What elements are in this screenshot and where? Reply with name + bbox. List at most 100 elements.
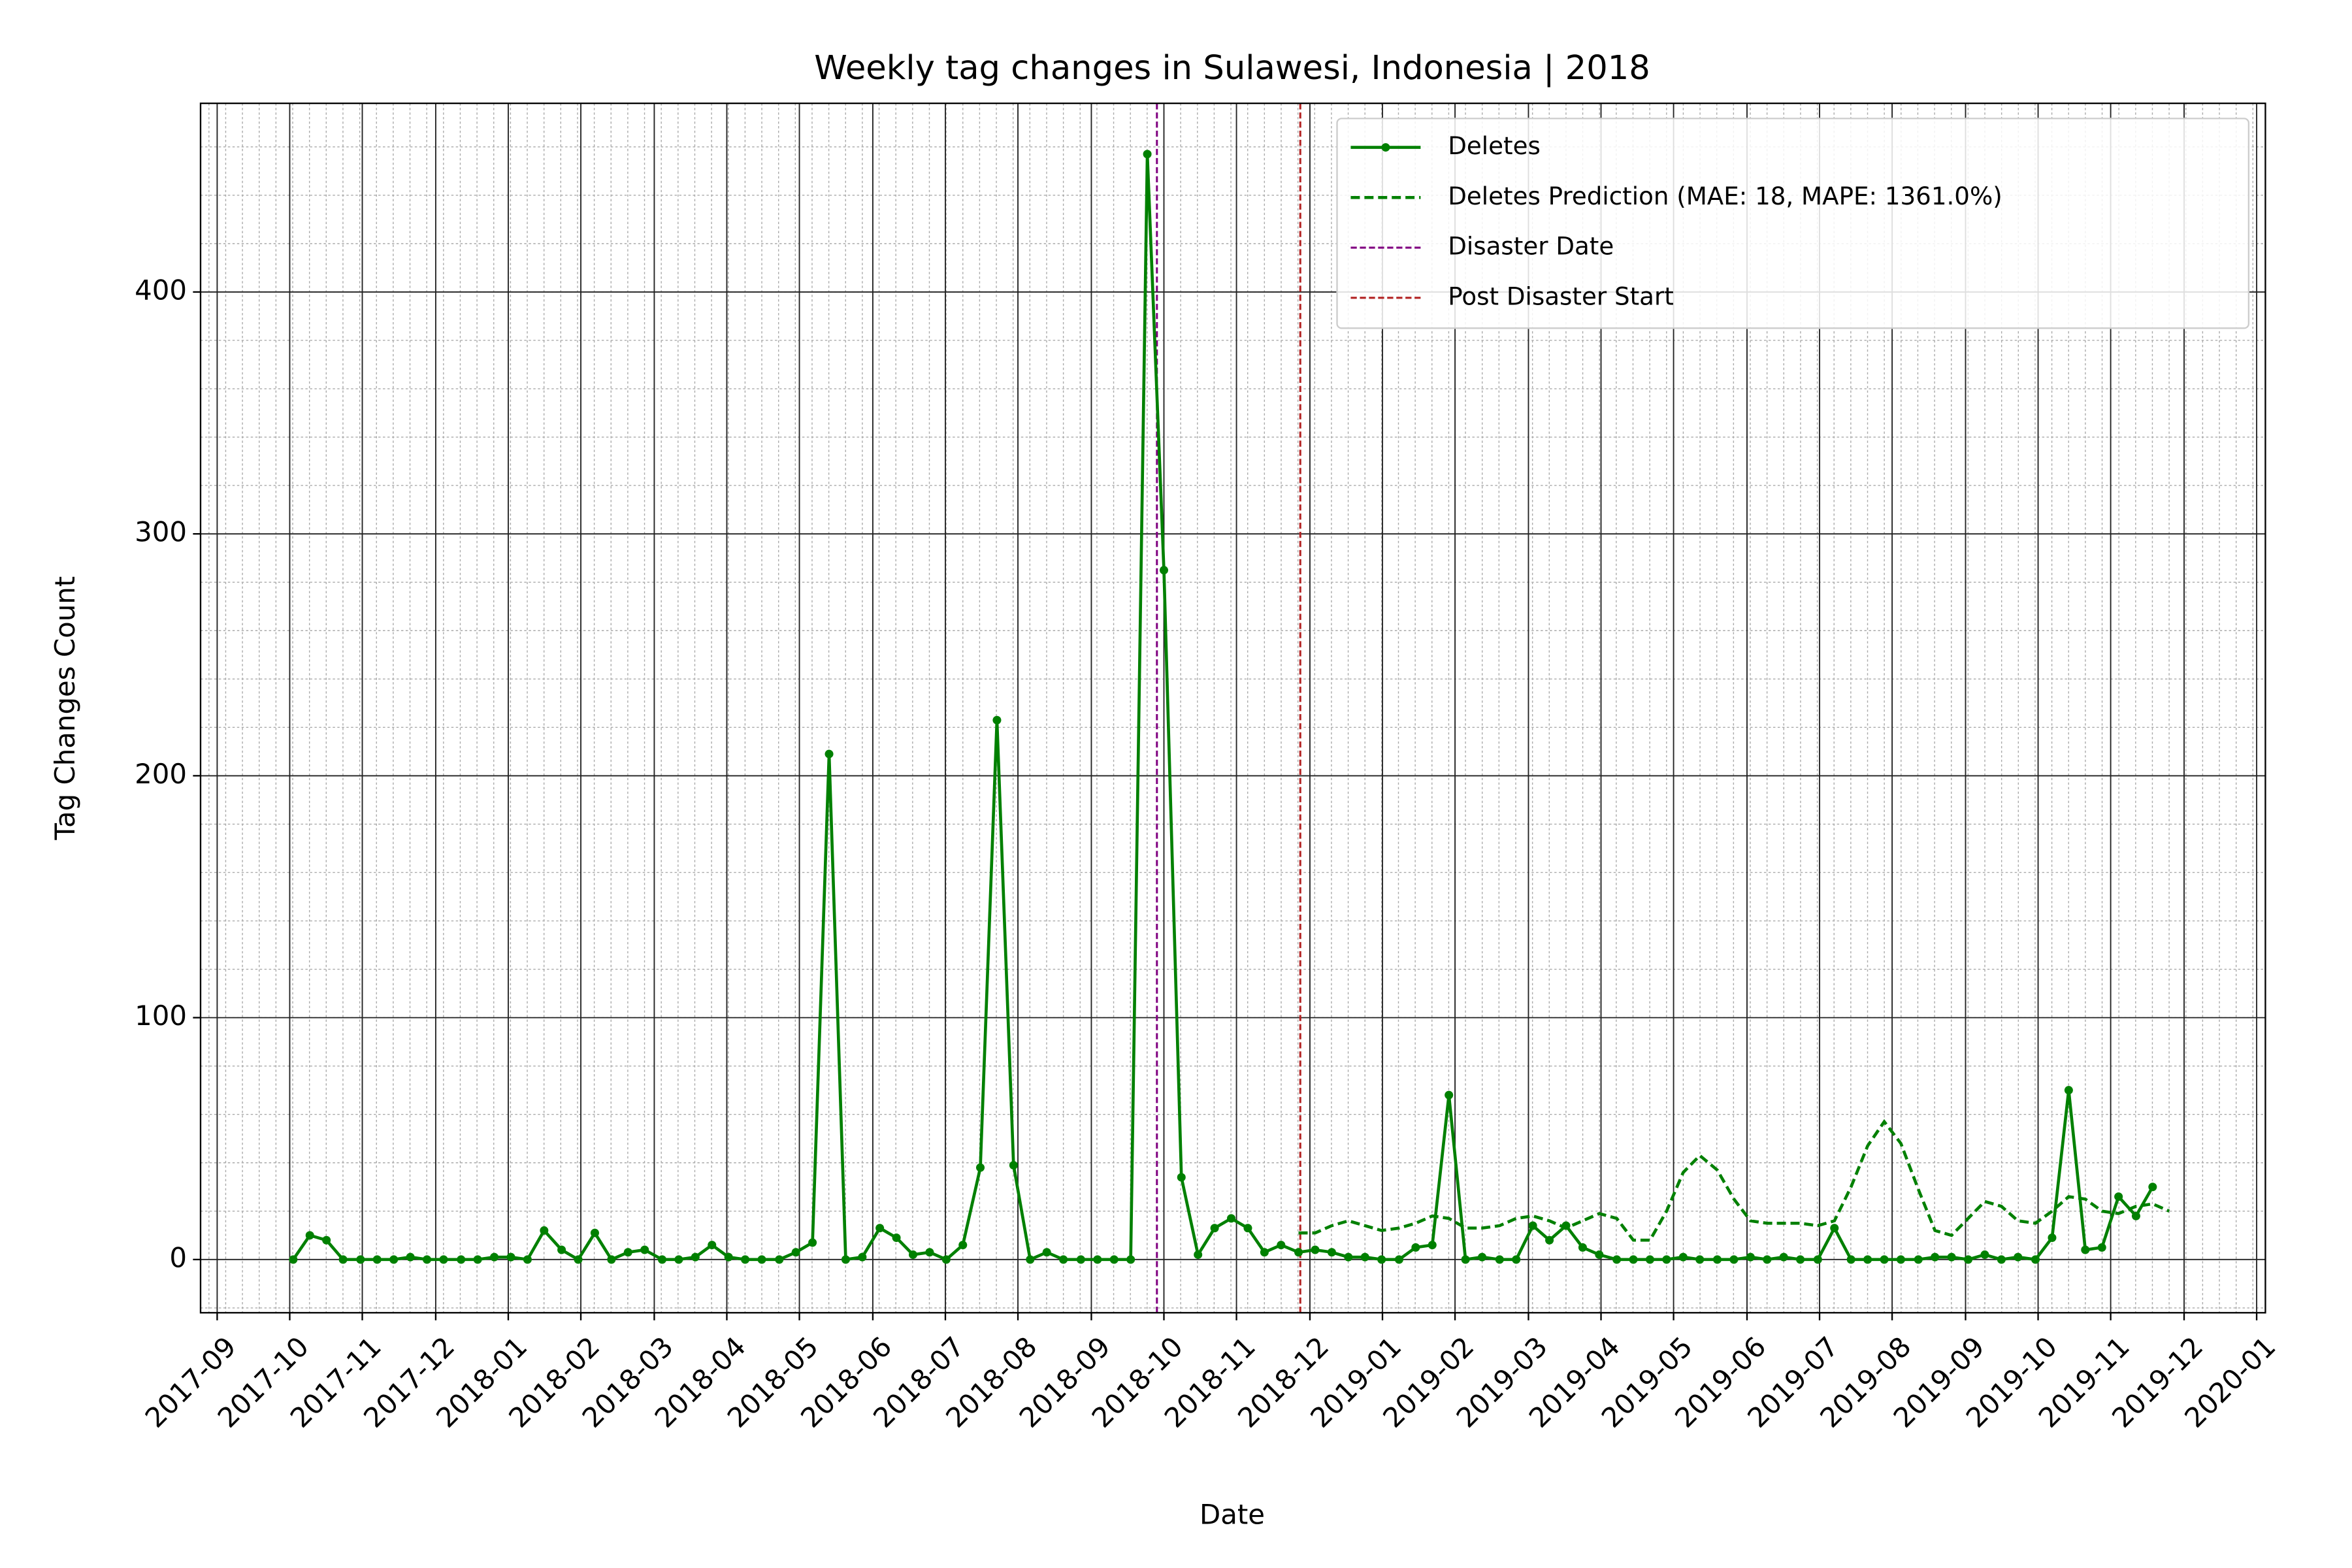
data-point [557, 1245, 566, 1254]
data-point [457, 1255, 466, 1264]
data-point [1277, 1241, 1286, 1250]
data-point [1880, 1255, 1889, 1264]
data-point [1678, 1252, 1688, 1262]
data-point [2014, 1252, 2023, 1262]
data-point [1963, 1255, 1973, 1264]
data-point [708, 1241, 717, 1250]
data-point [1947, 1252, 1956, 1262]
data-point [657, 1255, 666, 1264]
data-point [1026, 1255, 1035, 1264]
data-point [506, 1252, 515, 1262]
data-point [607, 1255, 616, 1264]
data-point [1009, 1160, 1018, 1169]
legend-label: Post Disaster Start [1448, 282, 1674, 310]
data-point [1243, 1224, 1252, 1233]
y-tick-label: 200 [135, 758, 187, 790]
legend-label: Deletes Prediction (MAE: 18, MAPE: 1361.… [1448, 182, 2002, 210]
data-point [1177, 1173, 1186, 1182]
data-point [1779, 1252, 1788, 1262]
data-point [1327, 1248, 1336, 1257]
data-point [640, 1245, 649, 1254]
y-tick-label: 400 [135, 274, 187, 306]
data-point [858, 1252, 867, 1262]
data-point [490, 1252, 499, 1262]
data-point [1729, 1255, 1739, 1264]
data-point [674, 1255, 683, 1264]
data-point [1662, 1255, 1671, 1264]
data-point [1059, 1255, 1068, 1264]
data-point [976, 1163, 985, 1172]
data-point [992, 715, 1002, 725]
data-point [775, 1255, 784, 1264]
data-point [356, 1255, 365, 1264]
data-point [1495, 1255, 1504, 1264]
data-point [1914, 1255, 1923, 1264]
y-tick-label: 0 [169, 1241, 187, 1273]
data-point [338, 1255, 348, 1264]
data-point [2131, 1211, 2140, 1220]
data-point [1076, 1255, 1085, 1264]
data-point [892, 1233, 901, 1243]
data-point [2081, 1245, 2090, 1254]
data-point [1746, 1252, 1755, 1262]
data-point [1896, 1255, 1905, 1264]
data-point [691, 1252, 700, 1262]
data-point [1578, 1243, 1587, 1252]
data-point [875, 1224, 885, 1233]
data-point [908, 1250, 917, 1259]
data-point [1695, 1255, 1705, 1264]
data-point [1210, 1224, 1219, 1233]
data-point [1194, 1250, 1203, 1259]
data-point [289, 1255, 298, 1264]
data-point [757, 1255, 766, 1264]
data-point [2031, 1255, 2040, 1264]
legend-marker [1381, 143, 1390, 152]
data-point [1377, 1255, 1386, 1264]
data-point [841, 1255, 850, 1264]
data-point [2114, 1192, 2123, 1201]
data-point [322, 1235, 331, 1245]
legend: Deletes Deletes Prediction (MAE: 18, MAPE… [1336, 118, 2250, 329]
data-point [2064, 1086, 2073, 1095]
data-point [523, 1255, 532, 1264]
data-point [1629, 1255, 1638, 1264]
data-point [1931, 1252, 1940, 1262]
y-axis-label: Tag Changes Count [49, 576, 81, 841]
legend-box [1336, 118, 2250, 329]
legend-label: Deletes [1448, 131, 1541, 160]
data-point [372, 1255, 382, 1264]
data-point [2148, 1183, 2157, 1192]
data-point [1394, 1255, 1403, 1264]
data-point [1512, 1255, 1521, 1264]
series-line [291, 154, 2154, 1262]
data-point [389, 1255, 399, 1264]
data-point [1863, 1255, 1872, 1264]
data-point [305, 1231, 314, 1240]
data-point [1528, 1221, 1537, 1230]
data-point [1830, 1224, 1839, 1233]
legend-label: Disaster Date [1448, 232, 1614, 261]
data-point [1478, 1252, 1487, 1262]
data-point [423, 1255, 432, 1264]
data-point [1763, 1255, 1772, 1264]
series-line [1298, 1119, 2170, 1242]
data-point [1109, 1255, 1119, 1264]
data-point [1445, 1090, 1454, 1100]
data-point [1813, 1255, 1822, 1264]
data-point [2097, 1243, 2106, 1252]
data-point [1428, 1241, 1437, 1250]
data-point [540, 1226, 549, 1235]
data-point [1093, 1255, 1102, 1264]
data-point [1612, 1255, 1622, 1264]
data-point [590, 1228, 599, 1237]
data-point [1980, 1250, 1989, 1259]
data-point [1126, 1255, 1135, 1264]
data-point [825, 749, 834, 759]
y-tick-label: 100 [135, 1000, 187, 1032]
data-point [473, 1255, 482, 1264]
data-point [741, 1255, 750, 1264]
data-point [1344, 1252, 1353, 1262]
data-point [1461, 1255, 1470, 1264]
